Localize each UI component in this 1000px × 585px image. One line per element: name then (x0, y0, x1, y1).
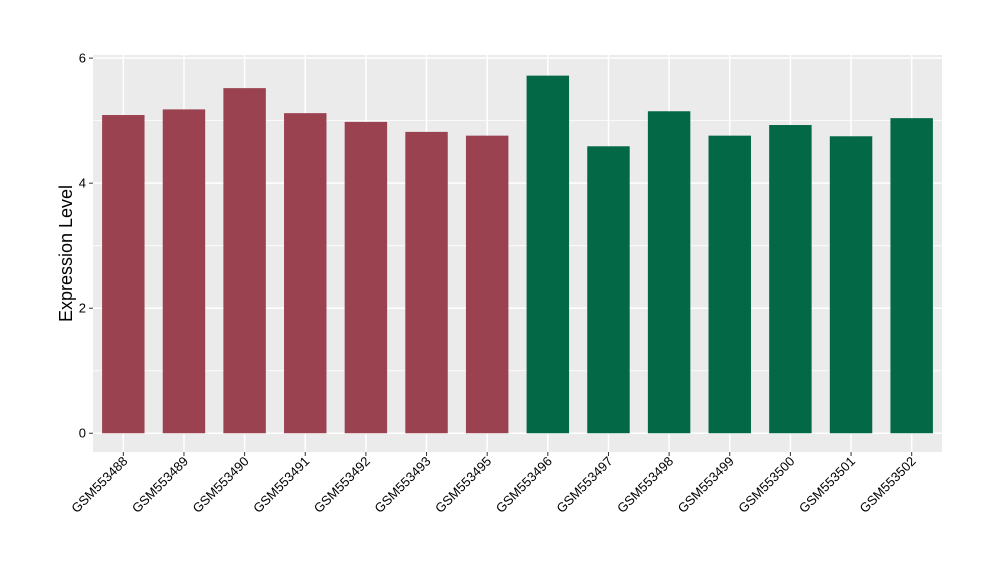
bar-GSM553496 (526, 75, 570, 434)
x-tick-label: GSM553498 (614, 454, 676, 516)
bar-GSM553495 (465, 135, 509, 434)
bar-GSM553488 (102, 115, 145, 434)
y-axis: 0 2 4 6 (79, 51, 93, 441)
x-axis: GSM553488GSM553489GSM553490GSM553491GSM5… (68, 452, 919, 516)
y-tick-label: 2 (79, 301, 86, 316)
x-tick-label: GSM553492 (311, 454, 373, 516)
y-axis-title: Expression Level (56, 185, 76, 322)
x-tick-label: GSM553488 (68, 454, 130, 516)
x-tick-label: GSM553489 (129, 454, 191, 516)
y-tick-label: 6 (79, 51, 86, 66)
x-tick-label: GSM553493 (371, 454, 433, 516)
plot-panel (93, 55, 942, 452)
x-tick-label: GSM553501 (796, 454, 858, 516)
y-tick-label: 0 (79, 426, 86, 441)
x-tick-label: GSM553497 (553, 454, 615, 516)
x-tick-label: GSM553495 (432, 454, 494, 516)
x-tick-label: GSM553500 (735, 454, 797, 516)
bar-GSM553497 (587, 146, 630, 434)
x-tick-label: GSM553499 (675, 454, 737, 516)
bar-GSM553500 (769, 125, 812, 434)
bar-GSM553502 (890, 118, 933, 434)
bar-GSM553491 (284, 113, 327, 434)
bar-GSM553501 (829, 136, 873, 434)
x-tick-label: GSM553496 (493, 454, 555, 516)
x-tick-label: GSM553491 (250, 454, 312, 516)
bar-GSM553492 (344, 121, 388, 434)
bar-GSM553493 (405, 131, 448, 434)
bar-GSM553489 (162, 109, 206, 434)
bar-GSM553499 (708, 135, 751, 434)
x-tick-label: GSM553490 (190, 454, 252, 516)
bar-GSM553490 (223, 88, 266, 434)
x-tick-label: GSM553502 (857, 454, 919, 516)
y-tick-label: 4 (79, 176, 86, 191)
bar-GSM553498 (647, 111, 691, 434)
bars (102, 75, 933, 434)
